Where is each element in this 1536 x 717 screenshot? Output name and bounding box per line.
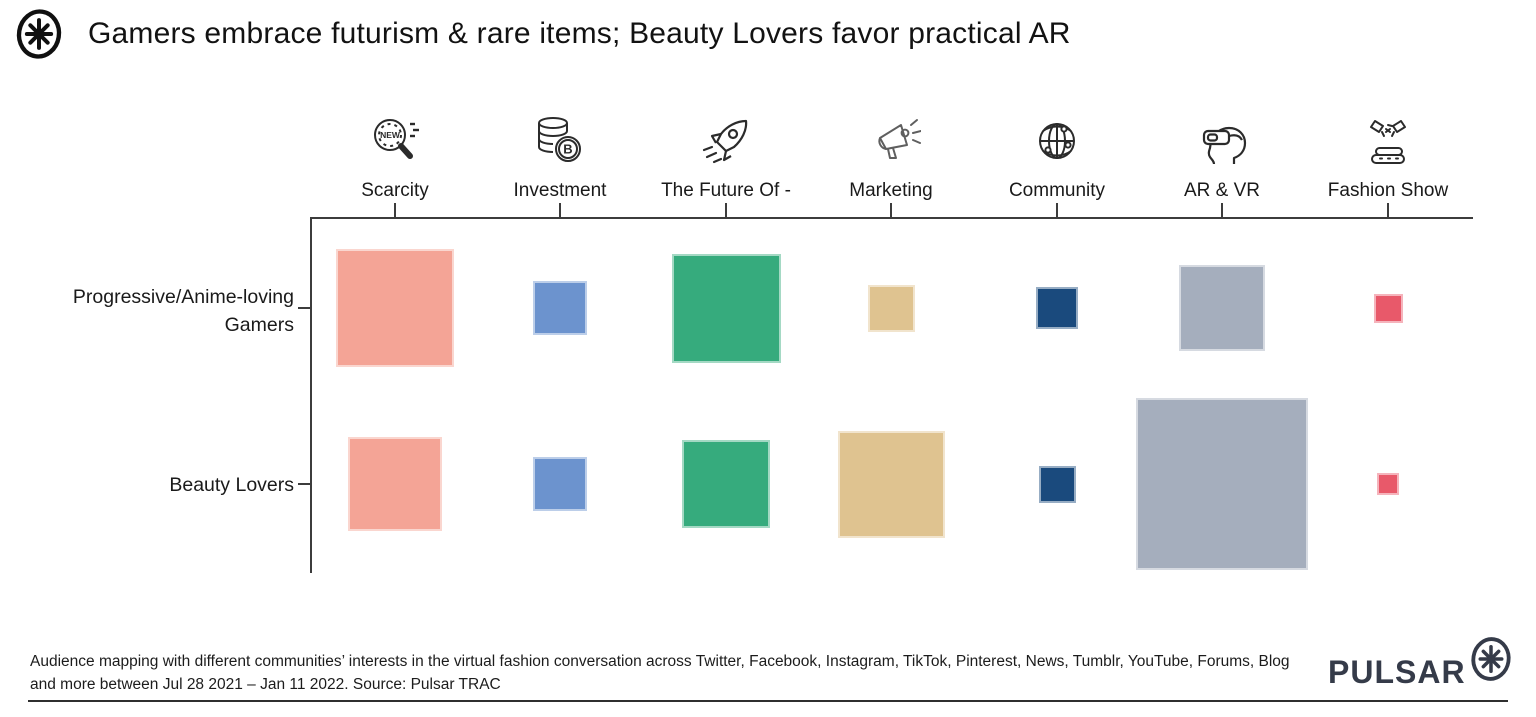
column-label: AR & VR [1183,180,1261,201]
row-label-beauty-lovers: Beauty Lovers [169,474,294,496]
y-axis-line [310,217,312,573]
column-header-marketing: Marketing [816,110,966,202]
x-tick-4 [1056,203,1058,217]
vr-headset-icon [1192,110,1252,172]
svg-text:NEW: NEW [380,130,401,140]
matrix-square-r1-c4 [1038,465,1076,503]
column-label: Investment [513,180,607,201]
matrix-square-r1-c3 [837,430,945,538]
column-header-ar-vr: AR & VR [1147,110,1297,202]
matrix-square-r1-c1 [533,457,587,511]
pulsar-asterisk-logo-icon [1470,637,1511,681]
x-tick-5 [1221,203,1223,217]
x-tick-3 [890,203,892,217]
x-tick-1 [559,203,561,217]
column-label: Fashion Show [1327,180,1449,201]
column-label: Community [1008,180,1106,201]
matrix-square-r0-c0 [336,249,454,367]
column-header-community: Community [982,110,1132,202]
column-header-scarcity: NEW Scarcity [320,110,470,202]
header: Gamers embrace futurism & rare items; Be… [12,8,1071,60]
matrix-square-r0-c3 [867,284,915,332]
bottom-rule [28,700,1508,702]
matrix-square-r0-c2 [671,253,781,363]
bitcoin-coins-icon: B [530,110,590,172]
row-label-gamers: Progressive/Anime-loving Gamers [72,286,294,337]
matrix-square-r0-c5 [1179,265,1265,351]
column-header-the-future-of: The Future Of - [651,110,801,202]
x-tick-2 [725,203,727,217]
column-header-investment: B Investment [485,110,635,202]
new-search-icon: NEW [365,110,425,172]
globe-icon [1027,110,1087,172]
svg-text:B: B [563,142,572,157]
column-header-fashion-show: Fashion Show [1313,110,1463,202]
pulsar-wordmark: PULSAR [1328,654,1466,690]
source-caption: Audience mapping with different communit… [30,653,1290,694]
x-tick-6 [1387,203,1389,217]
matrix-square-r0-c4 [1036,287,1078,329]
matrix-square-r1-c0 [348,437,442,531]
pulsar-asterisk-logo-icon [16,9,62,59]
matrix-square-r1-c5 [1136,398,1308,570]
column-label: Scarcity [361,180,429,201]
runway-spotlights-icon [1358,110,1418,172]
pulsar-brand: PULSAR [1328,636,1514,691]
column-label: Marketing [849,180,933,201]
matrix-square-r0-c6 [1373,293,1403,323]
megaphone-icon [861,110,921,172]
y-tick-1 [298,483,310,485]
page-title: Gamers embrace futurism & rare items; Be… [88,17,1071,50]
matrix-square-r1-c6 [1377,473,1399,495]
rocket-icon [696,110,756,172]
column-label: The Future Of - [661,180,791,201]
matrix-square-r1-c2 [682,440,770,528]
x-axis-line [310,217,1473,219]
matrix-square-r0-c1 [533,281,587,335]
x-tick-0 [394,203,396,217]
y-tick-0 [298,307,310,309]
